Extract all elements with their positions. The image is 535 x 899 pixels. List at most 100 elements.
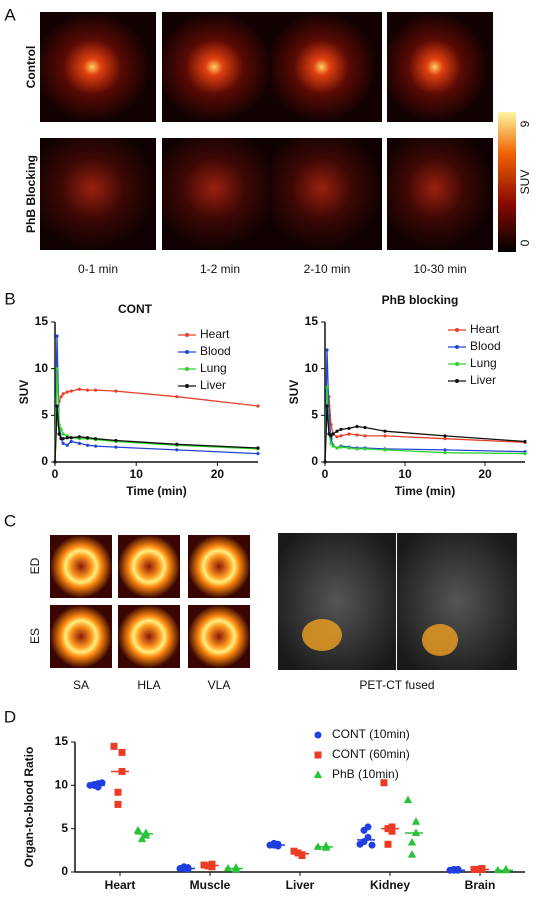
legend-marker [455,362,459,366]
data-point [388,823,396,831]
data-point [325,404,329,408]
colorbar [498,112,516,252]
data-point [443,451,447,455]
pet-image [387,12,493,122]
data-point [98,779,106,787]
data-point [61,392,65,396]
data-point [61,432,65,436]
data-point [85,443,90,447]
data-point [335,435,339,439]
heart-uptake [302,619,342,651]
data-point [339,427,343,431]
legend-marker [185,333,189,337]
data-point [55,334,59,338]
data-point [114,800,122,808]
data-point [298,852,306,860]
legend-label: Blood [200,344,231,358]
data-point [355,447,359,451]
series-line [54,368,259,463]
cardiac-image [118,605,180,668]
legend-marker [455,328,459,332]
column-label: 2-10 min [304,262,351,276]
data-point [69,389,73,393]
column-label: PET-CT fused [359,678,434,692]
data-point [383,448,387,452]
pet-image [40,138,156,250]
panel-label: B [4,289,15,308]
colorbar-label: SUV [518,170,532,195]
data-point [501,864,511,873]
column-label: VLA [208,678,231,692]
data-point [141,828,151,836]
data-point [57,432,61,436]
data-point [380,779,388,787]
y-tick-label: 15 [55,734,69,748]
data-point [85,436,90,440]
legend-label: CONT (10min) [332,727,410,741]
y-tick-label: 0 [311,454,318,468]
pet-image [162,12,278,122]
cardiac-image [50,605,112,668]
data-point [339,434,343,438]
data-point [403,795,413,804]
data-point [231,863,241,871]
data-point [523,452,527,456]
data-point [407,850,417,858]
legend-marker [185,367,189,371]
panel-c-images [50,533,517,670]
data-point [383,434,387,438]
data-point [94,388,98,392]
data-point [55,367,59,371]
data-point [114,438,118,443]
data-point [59,395,63,399]
legend-marker [455,345,459,349]
legend-label: Heart [200,327,230,341]
pet-image [272,12,382,122]
data-point [65,436,69,440]
data-point [175,442,179,446]
data-point [114,788,122,796]
pet-image [387,138,493,250]
legend-label: Lung [200,361,227,375]
data-point [69,436,73,440]
panel-label: D [4,707,16,726]
data-point [77,387,81,391]
x-tick-label: Muscle [190,878,231,892]
data-point [325,348,329,352]
chart-title: CONT [118,302,153,316]
data-point [411,817,421,825]
cardiac-image [118,535,180,598]
data-point [256,452,260,456]
data-point [208,860,216,868]
data-point [383,429,387,433]
x-tick-label: 20 [478,467,492,481]
x-tick-label: 0 [322,467,329,481]
data-point [388,827,396,835]
data-point [59,427,63,431]
series-line [54,405,259,463]
data-point [443,434,447,438]
data-point [355,424,359,429]
cardiac-image [188,605,250,668]
y-tick-label: 15 [305,314,319,328]
data-point [110,742,118,750]
data-point [363,447,367,451]
legend-marker [185,350,189,354]
data-point [55,404,59,408]
data-point [347,446,351,450]
y-tick-label: 5 [41,408,48,422]
column-label: 0-1 min [78,262,118,276]
data-point [443,437,447,441]
y-axis-label: SUV [17,380,31,405]
y-tick-label: 10 [55,778,69,792]
column-label: SA [73,678,89,692]
data-point [384,840,392,848]
row-label: ES [28,628,42,644]
data-point [355,433,359,437]
data-point [94,437,98,441]
data-point [407,838,417,846]
pet-image [272,138,382,250]
legend-marker [314,751,322,759]
x-axis-label: Time (min) [395,484,455,498]
